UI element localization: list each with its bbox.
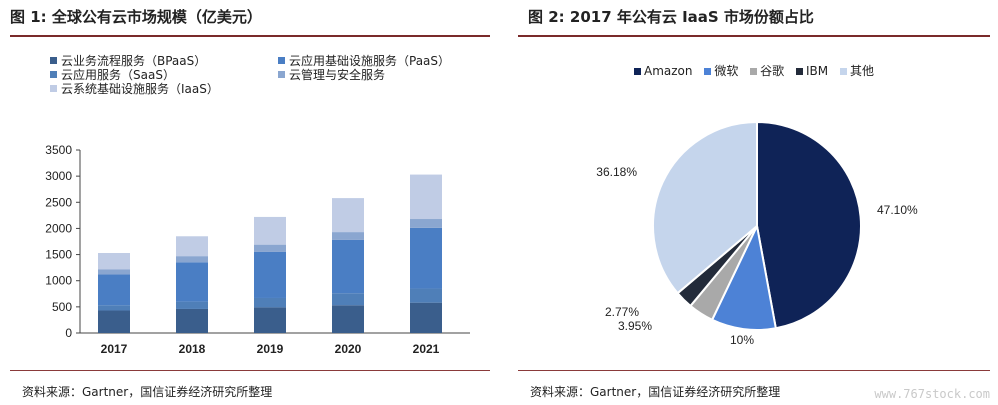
bar-segment [98,269,130,275]
legend-swatch [796,68,804,75]
bar-segment [254,244,286,252]
legend-label: IBM [806,64,829,78]
figure-2-panel: 图 2: 2017 年公有云 IaaS 市场份额占比 Amazon 微软 谷歌 … [510,0,998,405]
legend-item-mgmt-security: 云管理与安全服务 [278,66,385,83]
pie-slice-0 [756,120,862,330]
x-tick-label: 2019 [257,342,284,356]
y-tick-label: 1000 [45,274,72,288]
pie-legend-item-microsoft: 微软 [704,64,738,78]
legend-label: 其他 [849,64,874,78]
legend-label: 云应用服务（SaaS） [61,68,175,82]
legend-swatch [750,68,758,75]
watermark: www.767stock.com [874,387,990,401]
bar-segment [332,232,364,240]
figure-1-top-rule [10,35,490,37]
legend-label: 微软 [714,64,739,78]
bar-segment [332,293,364,306]
pie-legend-item-ibm: IBM [796,64,828,78]
bar-segment [332,239,364,294]
bar-segment [254,251,286,298]
bar-segment [176,301,208,309]
legend-label: 谷歌 [760,64,785,78]
y-tick-label: 1500 [45,248,72,262]
pie-value-label: 2.77% [605,305,639,319]
bar-segment [254,216,286,245]
bar-segment [410,302,442,333]
figure-2-bottom-rule [518,370,990,371]
legend-swatch [278,71,285,78]
legend-item-saas: 云应用服务（SaaS） [50,66,175,83]
pie-value-label: 10% [730,333,754,347]
legend-swatch [50,57,57,64]
legend-swatch [50,85,57,92]
bar-segment [176,262,208,302]
bar-segment [332,305,364,333]
pie-chart: 47.10% 10% 3.95%2.77% 36.18% [596,120,918,347]
pie-value-label: 47.10% [877,203,918,217]
legend-swatch [50,71,57,78]
bar-segment [98,305,130,311]
bar-segment [98,310,130,333]
bar-segment [410,227,442,289]
y-tick-label: 3500 [45,143,72,157]
legend-label: 云应用基础设施服务（PaaS） [289,54,451,68]
bar-segment [98,253,130,270]
pie-legend-item-other: 其他 [839,64,874,78]
legend-swatch [278,57,285,64]
legend-item-iaas: 云系统基础设施服务（IaaS） [50,80,219,97]
bar-segment [254,307,286,333]
legend-swatch [634,68,641,75]
bar-segment [176,236,208,257]
pie-legend-item-google: 谷歌 [750,64,784,78]
bar-segment [176,256,208,263]
figure-2-top-rule [518,35,990,37]
bar-segment [98,274,130,306]
legend-item-paas: 云应用基础设施服务（PaaS） [278,52,450,69]
figure-1-bottom-rule [10,370,490,371]
bar-segment [254,297,286,308]
figure-1-title: 图 1: 全球公有云市场规模（亿美元） [10,8,262,26]
figure-1-panel: 图 1: 全球公有云市场规模（亿美元） 云业务流程服务（BPaaS） 云应用基础… [10,8,490,399]
pie-legend: Amazon 微软 谷歌 IBM 其他 [510,62,998,79]
y-tick-label: 2000 [45,221,72,235]
legend-label: Amazon [644,64,693,78]
pie-legend-item-amazon: Amazon [634,64,693,78]
y-tick-label: 2500 [45,195,72,209]
bar-segment [410,219,442,228]
legend-label: 云管理与安全服务 [289,68,386,82]
pie-slice-4 [652,120,758,295]
x-tick-label: 2020 [335,342,362,356]
figure-2-title: 图 2: 2017 年公有云 IaaS 市场份额占比 [528,8,814,26]
x-tick-label: 2021 [413,342,440,356]
pie-value-label: 36.18% [596,165,637,179]
y-tick-label: 0 [65,326,72,340]
bar-segment [410,174,442,220]
x-tick-label: 2017 [101,342,128,356]
bar-segment [410,288,442,303]
figure-2-source: 资料来源：Gartner，国信证券经济研究所整理 [530,385,781,399]
legend-label: 云业务流程服务（BPaaS） [61,54,207,68]
pie-value-label: 3.95% [618,319,652,333]
bar-segment [332,198,364,233]
y-tick-label: 500 [52,300,72,314]
legend-item-bpaas: 云业务流程服务（BPaaS） [50,52,206,69]
legend-label: 云系统基础设施服务（IaaS） [61,82,219,96]
bar-segment [176,308,208,333]
figure-1-source: 资料来源：Gartner，国信证券经济研究所整理 [22,385,273,399]
legend-swatch [839,68,847,75]
x-tick-label: 2018 [179,342,206,356]
stacked-bar-chart: 0 500 1000 1500 2000 2500 3000 3500 2017 2018 2019… [45,143,470,356]
legend-swatch [704,68,712,75]
y-tick-label: 3000 [45,169,72,183]
